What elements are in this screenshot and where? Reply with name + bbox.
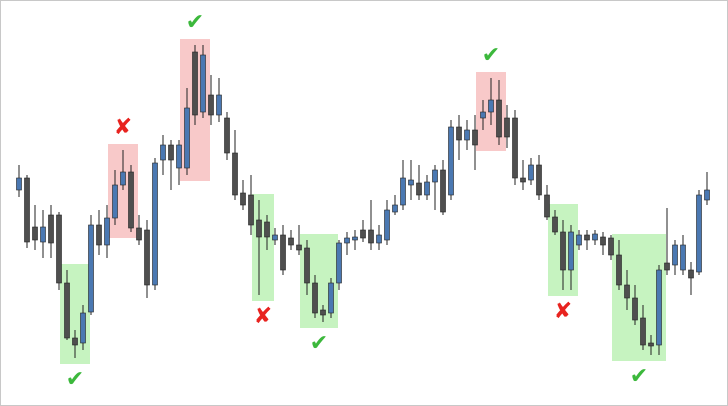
candle-body (96, 224, 102, 246)
candle-body (144, 229, 150, 286)
candle-body (432, 169, 438, 183)
candle-body (112, 184, 118, 219)
candle-body (72, 337, 78, 346)
candle-body (296, 244, 302, 251)
candle-body (680, 244, 686, 271)
candle-body (216, 94, 222, 116)
candle-body (440, 169, 446, 213)
candle-body (168, 144, 174, 161)
candle-body (416, 182, 422, 196)
candle-body (320, 309, 326, 316)
zone-marker: ✔ (482, 43, 500, 68)
candle-body (704, 189, 710, 201)
candle-body (120, 171, 126, 186)
candle-body (376, 234, 382, 244)
candle-body (160, 144, 166, 161)
candle-body (344, 237, 350, 244)
candle-body (632, 297, 638, 321)
candle-body (352, 236, 358, 241)
candle-body (336, 242, 342, 284)
candle-body (200, 54, 206, 113)
candle-body (80, 312, 86, 344)
candle-body (64, 282, 70, 339)
candle-body (368, 229, 374, 244)
candles (16, 45, 710, 358)
candle-body (464, 129, 470, 141)
candle-body (24, 177, 30, 243)
candle-body (56, 214, 62, 284)
candle-body (192, 51, 198, 116)
candle-body (104, 217, 110, 246)
zone-marker: ✔ (186, 10, 204, 35)
zone-marker: ✔ (66, 367, 84, 392)
candle-body (600, 236, 606, 246)
candle-body (176, 144, 182, 169)
candle-body (272, 234, 278, 241)
candle-body (40, 226, 46, 243)
candle-body (448, 126, 454, 196)
candle-body (616, 254, 622, 286)
candle-body (488, 99, 494, 113)
candle-body (240, 192, 246, 206)
candle-body (128, 171, 134, 229)
candle-body (456, 126, 462, 141)
candle-body (208, 94, 214, 116)
candle-body (520, 177, 526, 183)
candle-body (688, 269, 694, 279)
zone-marker: ✘ (254, 304, 272, 329)
candle-body (360, 229, 366, 239)
candle-body (32, 226, 38, 241)
candle-body (512, 117, 518, 179)
candle-body (480, 111, 486, 119)
candle-body (552, 216, 558, 233)
candle-body (184, 107, 190, 169)
candle-body (528, 164, 534, 181)
zone-marker: ✔ (310, 331, 328, 356)
candle-body (424, 181, 430, 196)
candle-body (232, 152, 238, 196)
candle-body (656, 269, 662, 346)
candle-body (48, 214, 54, 244)
candle-body (88, 224, 94, 313)
zone-marker: ✘ (554, 299, 572, 324)
candle-body (560, 231, 566, 271)
candle-body (536, 164, 542, 196)
candle-body (696, 194, 702, 273)
candle-body (392, 204, 398, 213)
candle-body (400, 177, 406, 206)
candle-body (280, 234, 286, 271)
candle-body (648, 342, 654, 347)
candle-body (664, 262, 670, 271)
candle-body (544, 194, 550, 218)
candle-body (288, 237, 294, 246)
candle-body (304, 247, 310, 284)
zone-marker: ✘ (114, 115, 132, 140)
candle-body (224, 117, 230, 154)
candle-body (584, 234, 590, 241)
candle-body (624, 284, 630, 299)
candle-body (672, 244, 678, 266)
candle-body (256, 219, 262, 238)
candle-body (152, 162, 158, 286)
candle-body (312, 282, 318, 314)
candle-body (136, 227, 142, 241)
candle-body (248, 194, 254, 226)
candle-body (16, 177, 22, 191)
candle-body (576, 234, 582, 246)
candle-body (264, 221, 270, 238)
candle-body (568, 231, 574, 271)
candle-body (328, 282, 334, 314)
candle-body (504, 117, 510, 138)
candle-body (496, 99, 502, 138)
candle-body (592, 233, 598, 241)
zone-marker: ✔ (630, 364, 648, 389)
zone (252, 194, 274, 301)
candle-body (408, 179, 414, 186)
candle-body (608, 237, 614, 256)
candle-body (384, 209, 390, 241)
candle-body (472, 129, 478, 146)
candle-body (640, 317, 646, 346)
